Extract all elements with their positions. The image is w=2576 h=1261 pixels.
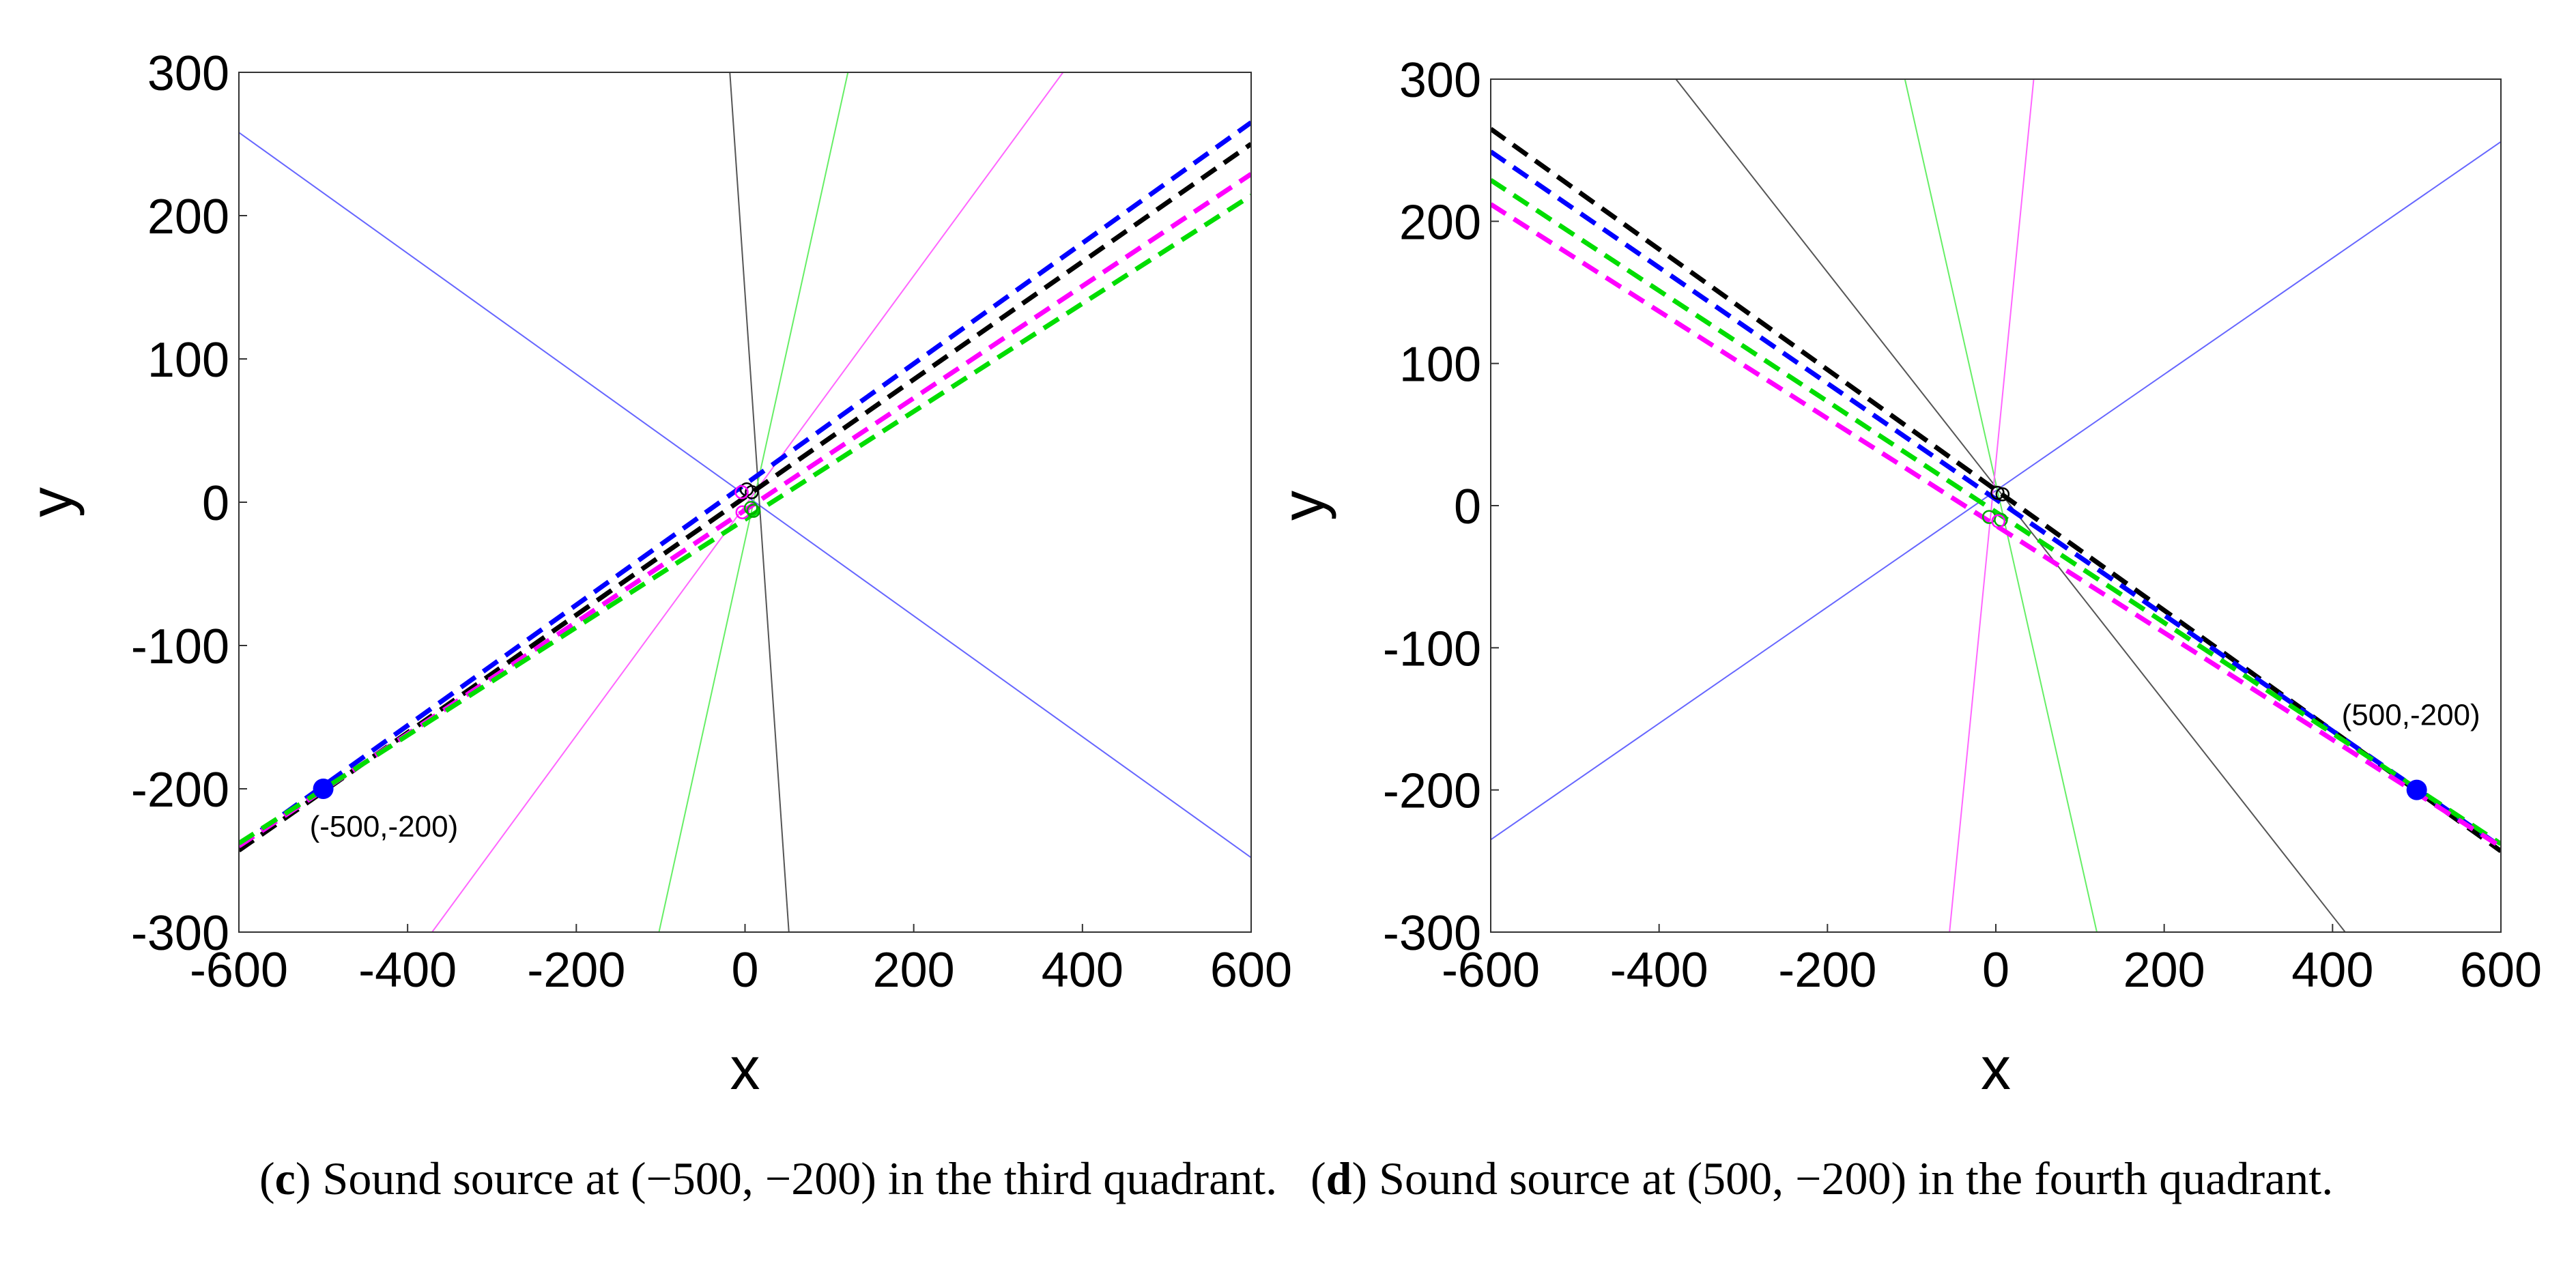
source-annotation: (500,-200) (2342, 699, 2480, 732)
x-tick-label-1: -400 (358, 943, 457, 998)
axes-frame (238, 72, 1252, 933)
caption-d-text: Sound source at (500, −200) in the fourt… (1367, 1153, 2334, 1204)
thin-line-3 (1949, 79, 2035, 932)
x-tick-label-2: -200 (527, 943, 625, 998)
dashed-line-0 (239, 120, 1251, 848)
x-tick-label-3: 0 (1982, 943, 2009, 998)
source-point (313, 779, 334, 799)
x-tick-label-6: 600 (2460, 943, 2542, 998)
y-tick-label-0: -300 (131, 906, 229, 961)
y-tick-label-4: 100 (147, 333, 229, 388)
y-axis-label: y (1269, 491, 1336, 521)
panel-d-chart: -600 -400 -200 0 200 400 600 -300 -200 -100 0 100 20… (1269, 53, 2542, 1102)
plot-area (1491, 79, 2501, 932)
x-tick-label-5: 400 (2291, 943, 2373, 998)
x-tick-label-0: -600 (1442, 943, 1540, 998)
plot-area (239, 72, 1251, 932)
y-tick-label-6: 300 (147, 46, 229, 101)
x-tick-label-3: 0 (731, 943, 758, 998)
x-tick-label-2: -200 (1778, 943, 1876, 998)
y-tick-label-5: 200 (1399, 195, 1481, 250)
x-axis-label: x (730, 1034, 760, 1102)
marker-1-1 (735, 505, 750, 519)
source-annotation: (-500,-200) (310, 810, 459, 843)
x-tick-label-1: -400 (1610, 943, 1708, 998)
y-tick-label-3: 0 (1454, 480, 1481, 534)
y-tick-label-2: -100 (131, 620, 229, 674)
thin-line-0 (1491, 141, 2501, 841)
x-tick-label-0: -600 (190, 943, 288, 998)
y-tick-label-0: -300 (1383, 906, 1481, 961)
y-tick-label-3: 0 (202, 476, 229, 531)
y-tick-label-6: 300 (1399, 53, 1481, 108)
caption-c-open: ( (259, 1153, 275, 1204)
caption-c: (c) Sound source at (−500, −200) in the … (259, 1152, 1277, 1206)
caption-c-close: ) (295, 1153, 311, 1204)
x-axis-label: x (1981, 1034, 2011, 1102)
thin-line-1 (729, 72, 790, 932)
marker-0-1 (745, 485, 759, 499)
thin-line-2 (1904, 79, 2098, 932)
axes-frame (1490, 78, 2502, 933)
source-point (2406, 779, 2427, 800)
caption-d: (d) Sound source at (500, −200) in the f… (1311, 1152, 2333, 1206)
x-tick-label-4: 200 (873, 943, 955, 998)
thin-line-1 (1675, 79, 2346, 932)
y-tick-label-2: -100 (1383, 622, 1481, 676)
marker-1-0 (734, 485, 749, 499)
panel-c-chart: -600 -400 -200 0 200 400 600 -300 -200 -100 0 100 20… (17, 46, 1292, 1102)
dashed-line-3 (239, 193, 1251, 845)
caption-d-open: ( (1311, 1153, 1326, 1204)
y-axis-label: y (17, 487, 85, 517)
dashed-line-3 (1491, 202, 2501, 849)
caption-d-letter: d (1326, 1153, 1352, 1204)
marker-0-1 (1995, 487, 2010, 502)
y-tick-label-5: 200 (147, 190, 229, 244)
x-tick-label-5: 400 (1042, 943, 1124, 998)
caption-d-close: ) (1351, 1153, 1368, 1204)
caption-c-letter: c (274, 1153, 296, 1204)
marker-2-1 (746, 504, 761, 518)
y-tick-label-1: -200 (1383, 764, 1481, 819)
x-tick-label-4: 200 (2123, 943, 2205, 998)
marker-2-0 (1991, 514, 2005, 529)
y-tick-label-4: 100 (1399, 338, 1481, 392)
x-tick-label-6: 600 (1210, 943, 1292, 998)
marker-2-0 (743, 501, 758, 515)
caption-c-text: Sound source at (−500, −200) in the thir… (311, 1153, 1278, 1204)
dashed-line-2 (1491, 177, 2501, 846)
dashed-line-0 (1491, 127, 2501, 854)
y-tick-label-1: -200 (131, 763, 229, 817)
